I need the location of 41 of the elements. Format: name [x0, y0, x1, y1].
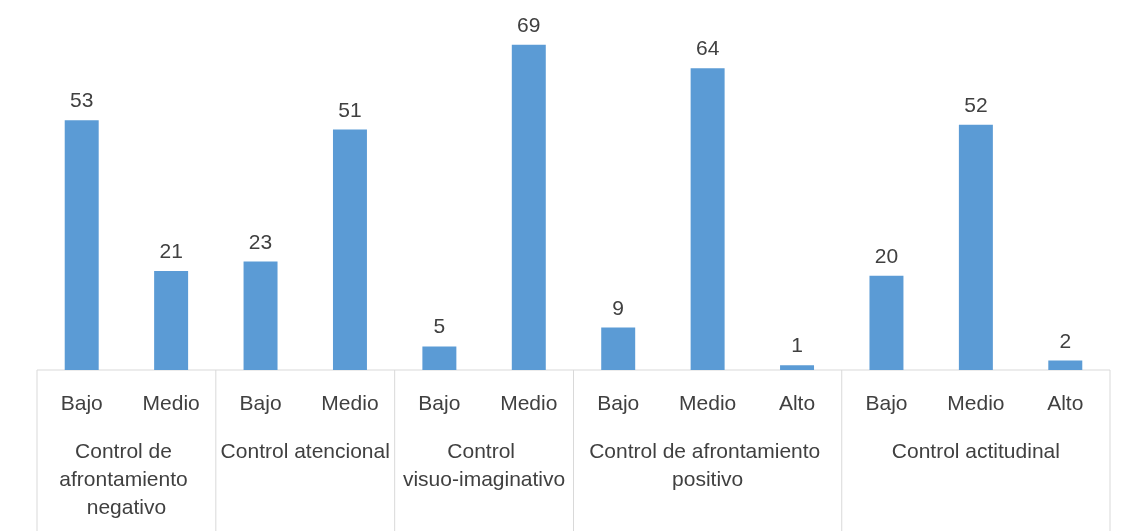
data-label: 2	[1059, 328, 1072, 352]
data-label: 69	[517, 12, 541, 36]
data-label: 5	[433, 314, 446, 338]
bar	[511, 44, 546, 370]
text: Control de afrontamiento positivo	[589, 438, 827, 490]
text: Control actitudinal	[891, 438, 1060, 462]
bar	[780, 365, 815, 370]
text: Control de afrontamiento negativo	[59, 438, 194, 518]
data-label: 64	[695, 36, 720, 60]
data-label: 53	[70, 88, 94, 112]
data-label: 20	[874, 243, 899, 267]
bar	[958, 124, 993, 370]
x-tick-label: Medio	[679, 391, 737, 414]
x-tick-label: Alto	[778, 391, 816, 414]
data-label: 23	[248, 229, 273, 253]
text: Control visuo-imaginativo	[402, 438, 566, 490]
x-tick-label: Medio	[500, 391, 558, 414]
data-label: 21	[159, 239, 183, 262]
bar	[332, 129, 367, 370]
bar	[243, 261, 278, 370]
x-tick-label: Medio	[947, 391, 1005, 414]
x-tick-label: Bajo	[597, 391, 640, 414]
bar	[690, 68, 725, 370]
data-label: 9	[612, 295, 625, 319]
x-tick-label: Bajo	[865, 391, 908, 414]
x-tick-label: Bajo	[418, 391, 461, 414]
bar	[154, 271, 189, 370]
x-tick-label: Bajo	[60, 391, 103, 414]
data-label: 51	[338, 97, 362, 121]
bar	[601, 327, 636, 370]
data-label: 52	[964, 92, 988, 116]
x-tick-label: Alto	[1047, 391, 1084, 414]
bar	[422, 346, 457, 370]
bar	[1048, 360, 1083, 370]
text: Control atencional	[220, 438, 390, 462]
data-label: 1	[791, 333, 803, 357]
x-tick-label: Medio	[321, 391, 379, 414]
x-tick-label: Medio	[142, 391, 200, 414]
bar	[869, 275, 904, 370]
bar	[64, 120, 99, 370]
x-tick-label: Bajo	[239, 391, 282, 414]
